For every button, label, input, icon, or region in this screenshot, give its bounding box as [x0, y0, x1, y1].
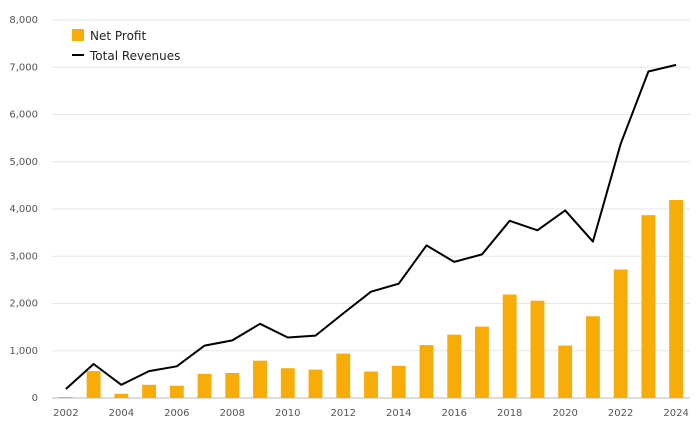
- y-tick-label: 2,000: [9, 299, 38, 310]
- y-tick-label: 7,000: [9, 62, 38, 73]
- net-profit-bar: [558, 345, 573, 398]
- net-profit-bar: [364, 371, 378, 398]
- legend-label-net-profit: Net Profit: [90, 29, 146, 43]
- net-profit-bar: [669, 200, 684, 398]
- x-tick-label: 2012: [331, 408, 356, 419]
- net-profit-bar: [475, 326, 489, 398]
- net-profit-bar: [447, 334, 462, 398]
- net-profit-bar: [169, 385, 184, 398]
- x-axis-ticks: 2002 2004 2006 2008 2010 2012 2014 2016 2018 2020…: [53, 408, 689, 419]
- net-profit-bar: [197, 373, 212, 398]
- net-profit-bar: [58, 397, 73, 398]
- x-tick-label: 2018: [497, 408, 522, 419]
- net-profit-bar: [585, 316, 600, 398]
- net-profit-bar: [502, 294, 517, 398]
- net-profit-bar: [641, 215, 656, 398]
- x-tick-label: 2002: [53, 408, 78, 419]
- x-tick-label: 2014: [386, 408, 411, 419]
- x-tick-label: 2024: [663, 408, 688, 419]
- net-profit-bar: [86, 371, 101, 398]
- net-profit-bar: [142, 384, 157, 398]
- y-tick-label: 4,000: [9, 204, 38, 215]
- y-tick-label: 5,000: [9, 157, 38, 168]
- legend-swatch-net-profit: [72, 29, 84, 41]
- y-axis-ticks: 0 1,000 2,000 3,000 4,000 5,000 6,000 7,000 8,00…: [9, 15, 38, 404]
- x-tick-label: 2016: [441, 408, 466, 419]
- x-tick-label: 2010: [275, 408, 300, 419]
- net-profit-bar: [613, 269, 628, 398]
- net-profit-bar: [530, 300, 545, 398]
- total-revenues-line: [65, 63, 677, 390]
- net-profit-bar: [419, 345, 434, 398]
- net-profit-bar: [280, 368, 295, 398]
- net-profit-bar: [308, 369, 323, 398]
- legend-label-total-revenues: Total Revenues: [89, 49, 180, 63]
- net-profit-bar: [253, 360, 267, 398]
- x-tick-label: 2006: [164, 408, 189, 419]
- net-profit-bars: [58, 200, 684, 398]
- net-profit-bar: [225, 372, 240, 398]
- x-tick-label: 2004: [109, 408, 134, 419]
- total-revenues-line-group: [65, 63, 677, 390]
- x-tick-label: 2008: [220, 408, 245, 419]
- legend: Net Profit Total Revenues: [72, 29, 180, 63]
- x-tick-label: 2022: [608, 408, 633, 419]
- y-tick-label: 1,000: [9, 346, 38, 357]
- net-profit-bar: [391, 365, 406, 398]
- y-tick-label: 3,000: [9, 251, 38, 262]
- y-tick-label: 0: [32, 393, 38, 404]
- y-tick-label: 8,000: [9, 15, 38, 26]
- net-profit-bar: [336, 353, 351, 398]
- x-tick-label: 2020: [552, 408, 577, 419]
- net-profit-bar: [114, 393, 129, 398]
- y-tick-label: 6,000: [9, 110, 38, 121]
